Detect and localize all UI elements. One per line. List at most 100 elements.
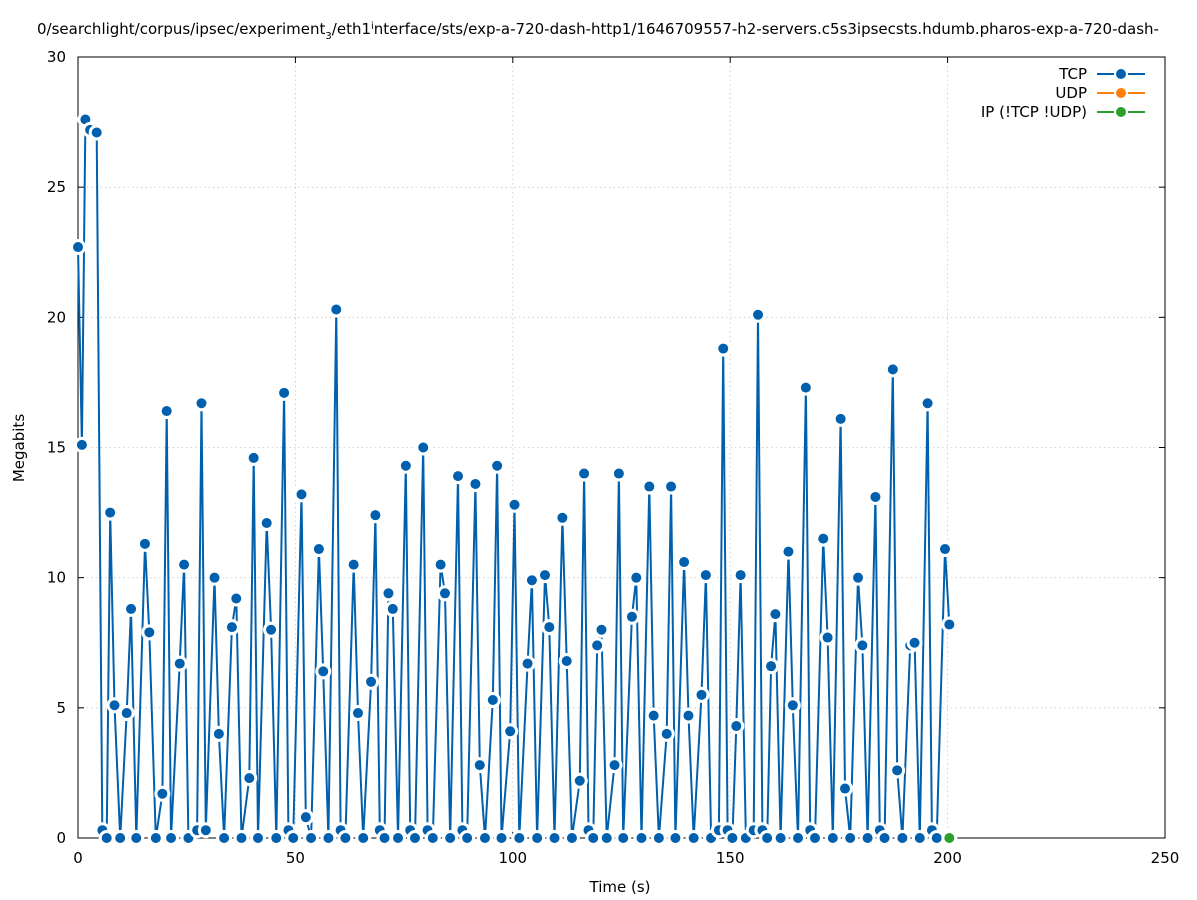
data-point xyxy=(670,833,681,843)
data-point xyxy=(183,833,194,843)
data-point xyxy=(366,676,377,687)
data-point xyxy=(636,833,647,843)
data-point xyxy=(596,624,607,635)
data-point xyxy=(179,559,190,570)
data-point xyxy=(653,833,664,843)
data-point xyxy=(73,242,83,253)
data-point xyxy=(727,833,738,843)
data-point xyxy=(753,309,764,320)
data-point xyxy=(331,304,342,315)
data-point xyxy=(248,452,259,463)
data-point xyxy=(261,517,272,528)
data-point xyxy=(661,728,672,739)
data-point xyxy=(914,833,925,843)
legend-label: UDP xyxy=(1055,84,1087,102)
y-tick-label: 20 xyxy=(47,308,66,326)
data-point xyxy=(418,442,429,453)
data-point xyxy=(857,640,868,651)
data-point xyxy=(618,833,629,843)
data-point xyxy=(696,689,707,700)
data-point xyxy=(613,468,624,479)
data-point xyxy=(775,833,786,843)
data-point xyxy=(735,570,746,581)
data-point xyxy=(683,710,694,721)
data-point xyxy=(766,661,777,672)
data-point xyxy=(306,833,317,843)
data-point xyxy=(770,609,781,620)
data-point xyxy=(279,387,290,398)
data-point xyxy=(526,575,537,586)
chart-title: 0/searchlight/corpus/ipsec/experiment3/e… xyxy=(37,20,1159,42)
data-point xyxy=(514,833,525,843)
data-point xyxy=(126,603,137,614)
data-point xyxy=(379,833,390,843)
data-point xyxy=(409,833,420,843)
data-point xyxy=(296,489,307,500)
data-point xyxy=(549,833,560,843)
data-point xyxy=(609,760,620,771)
data-point xyxy=(718,343,729,354)
data-point xyxy=(688,833,699,843)
data-point xyxy=(539,570,550,581)
data-point xyxy=(679,557,690,568)
data-point xyxy=(105,507,116,518)
data-point xyxy=(631,572,642,583)
series-0 xyxy=(70,111,958,846)
data-point xyxy=(870,491,881,502)
x-tick-labels: 0 50 100 150 200 250 xyxy=(73,849,1179,867)
data-point xyxy=(427,833,438,843)
data-point xyxy=(648,710,659,721)
y-tick-label: 15 xyxy=(47,439,66,457)
data-point xyxy=(479,833,490,843)
data-point xyxy=(348,559,359,570)
x-tick-label: 0 xyxy=(73,849,83,867)
data-point xyxy=(931,833,942,843)
data-point xyxy=(300,812,311,823)
data-point xyxy=(561,655,572,666)
x-tick-label: 150 xyxy=(716,849,745,867)
y-tick-label: 5 xyxy=(56,699,66,717)
data-point xyxy=(800,382,811,393)
data-point xyxy=(196,398,207,409)
data-point xyxy=(439,588,450,599)
data-point xyxy=(76,439,87,450)
data-point xyxy=(383,588,394,599)
data-point xyxy=(897,833,908,843)
data-point xyxy=(557,512,568,523)
data-point xyxy=(532,833,543,843)
data-point xyxy=(213,728,224,739)
data-point xyxy=(839,783,850,794)
data-point xyxy=(91,127,102,138)
data-point xyxy=(166,833,177,843)
data-point xyxy=(853,572,864,583)
data-point xyxy=(121,708,132,719)
data-point xyxy=(909,637,920,648)
x-tick-label: 250 xyxy=(1151,849,1180,867)
data-point xyxy=(393,833,404,843)
data-point xyxy=(323,833,334,843)
data-point xyxy=(922,398,933,409)
data-point xyxy=(101,833,112,843)
data-point xyxy=(80,114,91,125)
x-tick-label: 100 xyxy=(498,849,527,867)
x-axis-title: Time (s) xyxy=(589,878,651,896)
data-point xyxy=(387,603,398,614)
data-point xyxy=(588,833,599,843)
data-point xyxy=(492,460,503,471)
legend-marker xyxy=(1116,88,1126,98)
series-2 xyxy=(941,830,958,846)
y-tick-label: 25 xyxy=(47,178,66,196)
data-point xyxy=(544,622,555,633)
grid xyxy=(78,57,1165,838)
legend-marker xyxy=(1116,107,1126,117)
legend-label: TCP xyxy=(1058,65,1087,83)
data-point xyxy=(231,593,242,604)
data-point xyxy=(150,833,161,843)
data-point xyxy=(453,471,464,482)
data-point xyxy=(358,833,369,843)
data-point xyxy=(445,833,456,843)
data-point xyxy=(887,364,898,375)
data-point xyxy=(574,775,585,786)
